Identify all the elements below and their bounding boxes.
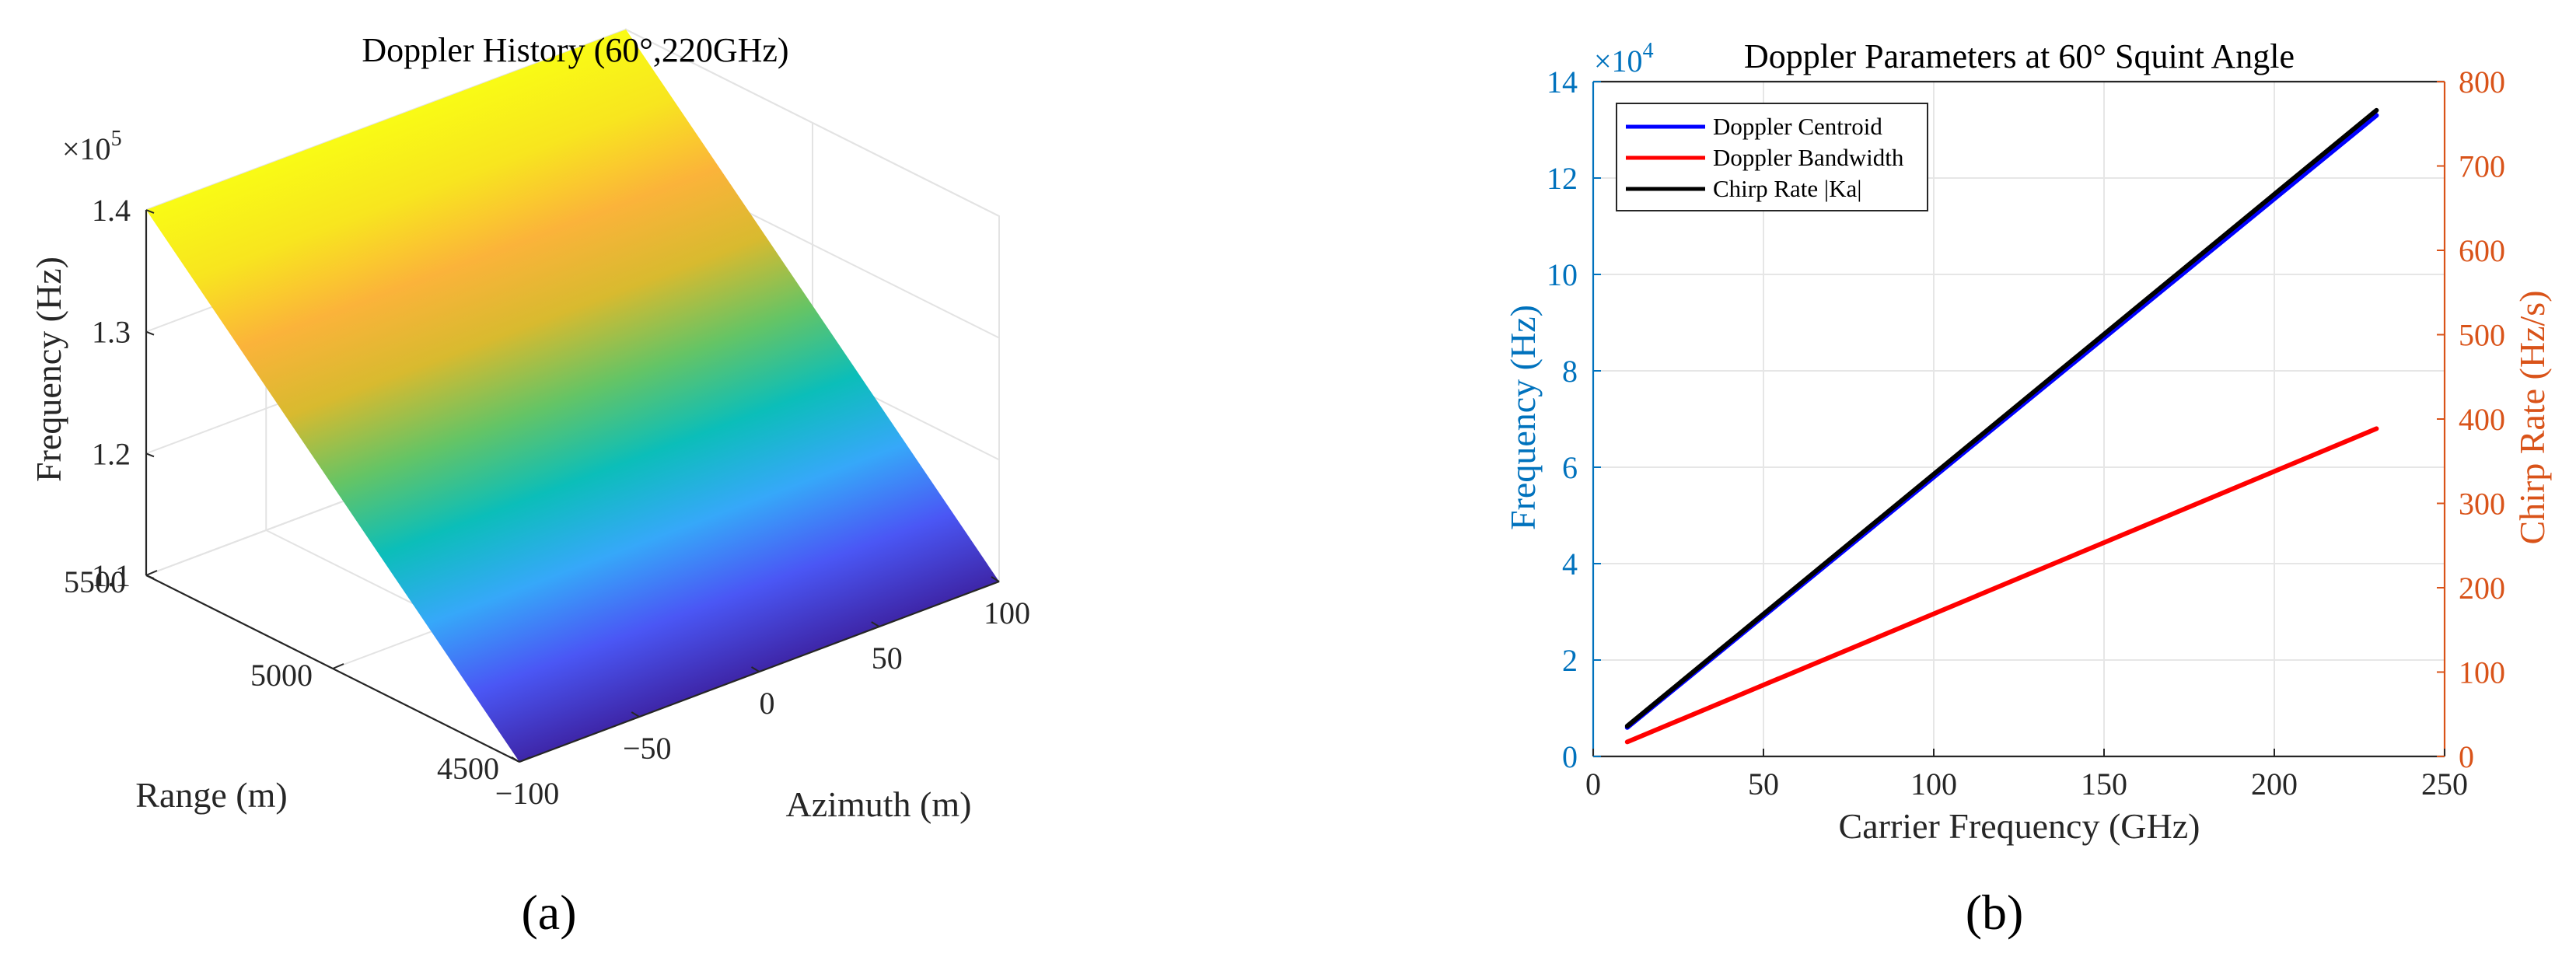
left-tick-label-3: 6 bbox=[1562, 450, 1578, 485]
panel-a-z-exponent-power: 5 bbox=[111, 127, 122, 151]
panel-b-left-exponent-power: 4 bbox=[1643, 39, 1654, 63]
legend-label-1: Doppler Bandwidth bbox=[1713, 144, 1904, 171]
panel-a-3d-surface-chart: 1.1 1.2 1.3 1.4 4500 5000 5500 −100 −50 0 50 100 Do… bbox=[29, 28, 1030, 940]
z-tick-label-3: 1.4 bbox=[92, 193, 131, 228]
left-tick-label-1: 2 bbox=[1562, 643, 1578, 678]
panel-b-title: Doppler Parameters at 60° Squint Angle bbox=[1744, 37, 2295, 75]
panel-a-z-exponent: ×105 bbox=[62, 127, 122, 166]
azimuth-tick-mark-1 bbox=[631, 711, 640, 718]
legend-label-0: Doppler Centroid bbox=[1713, 113, 1882, 140]
panel-b-x-axis-label: Carrier Frequency (GHz) bbox=[1839, 806, 2200, 846]
azimuth-tick-mark-0 bbox=[511, 756, 520, 763]
left-tick-label-5: 10 bbox=[1547, 257, 1578, 292]
panel-b-line-chart: 0 50 100 150 200 2500246810121401002003004005… bbox=[1503, 37, 2552, 940]
x-tick-label-4: 200 bbox=[2251, 767, 2298, 802]
panel-a-z-axis-label: Frequency (Hz) bbox=[29, 257, 68, 482]
left-tick-label-4: 8 bbox=[1562, 354, 1578, 389]
panel-b-legend: Doppler Centroid Doppler Bandwidth Chirp R… bbox=[1616, 103, 1928, 211]
z-tick-mark-0 bbox=[145, 575, 155, 579]
right-tick-label-5: 500 bbox=[2459, 318, 2505, 353]
doppler-history-surface bbox=[146, 30, 999, 762]
azimuth-tick-label-3: 50 bbox=[872, 641, 903, 676]
x-tick-label-3: 150 bbox=[2081, 767, 2127, 802]
panel-a-label: (a) bbox=[521, 885, 576, 940]
panel-a-title: Doppler History (60°,220GHz) bbox=[362, 31, 788, 69]
panel-b-left-exponent: ×104 bbox=[1594, 39, 1654, 79]
panel-b-left-axis-label: Frequency (Hz) bbox=[1503, 305, 1543, 530]
x-tick-label-0: 0 bbox=[1585, 767, 1601, 802]
z-tick-label-1: 1.2 bbox=[92, 436, 131, 471]
range-tick-mark-1 bbox=[332, 663, 344, 669]
panel-a-range-axis-label: Range (m) bbox=[135, 775, 287, 815]
z-tick-mark-3 bbox=[145, 209, 155, 214]
z-tick-mark-1 bbox=[145, 452, 155, 458]
left-tick-label-2: 4 bbox=[1562, 547, 1578, 582]
azimuth-tick-mark-4 bbox=[991, 576, 1000, 582]
panel-b-series-lines bbox=[1624, 107, 2379, 745]
range-tick-label-1: 5000 bbox=[250, 658, 313, 693]
right-tick-label-2: 200 bbox=[2459, 571, 2505, 606]
right-tick-label-3: 300 bbox=[2459, 487, 2505, 522]
range-tick-label-0: 4500 bbox=[437, 751, 499, 786]
right-tick-label-1: 100 bbox=[2459, 655, 2505, 690]
panel-a-azimuth-axis-label: Azimuth (m) bbox=[786, 784, 972, 824]
right-tick-label-8: 800 bbox=[2459, 65, 2505, 100]
azimuth-tick-label-4: 100 bbox=[984, 596, 1030, 630]
panel-b-right-axis-label: Chirp Rate (Hz/s) bbox=[2512, 290, 2552, 544]
right-tick-label-6: 600 bbox=[2459, 233, 2505, 268]
left-tick-label-6: 12 bbox=[1547, 161, 1578, 196]
z-tick-label-2: 1.3 bbox=[92, 315, 131, 350]
panel-b-left-exponent-base: ×10 bbox=[1594, 44, 1643, 79]
x-tick-label-1: 50 bbox=[1748, 767, 1779, 802]
series-line-chirp-rate-ka bbox=[1624, 107, 2379, 728]
azimuth-tick-label-0: −100 bbox=[495, 776, 560, 811]
range-tick-mark-2 bbox=[145, 570, 158, 576]
right-tick-label-7: 700 bbox=[2459, 149, 2505, 184]
right-tick-label-4: 400 bbox=[2459, 402, 2505, 437]
series-line-doppler-bandwidth bbox=[1624, 426, 2379, 745]
panel-a-z-exponent-base: ×10 bbox=[62, 131, 111, 166]
z-tick-mark-2 bbox=[145, 330, 155, 336]
x-tick-label-2: 100 bbox=[1910, 767, 1957, 802]
x-tick-label-5: 250 bbox=[2421, 767, 2468, 802]
legend-label-2: Chirp Rate |Ka| bbox=[1713, 175, 1861, 202]
azimuth-tick-mark-3 bbox=[871, 621, 880, 627]
panel-b-ticks: 0 50 100 150 200 2500246810121401002003004005… bbox=[1547, 65, 2505, 802]
legend-box bbox=[1616, 103, 1928, 211]
left-tick-label-7: 14 bbox=[1547, 65, 1578, 100]
panel-a-ticks: 1.1 1.2 1.3 1.4 4500 5000 5500 −100 −50 0 50 100 bbox=[64, 193, 1030, 811]
azimuth-tick-label-2: 0 bbox=[760, 686, 775, 721]
left-tick-label-0: 0 bbox=[1562, 739, 1578, 774]
panel-b-label: (b) bbox=[1966, 885, 2024, 940]
z-tick-label-0: 1.1 bbox=[92, 558, 131, 593]
right-tick-label-0: 0 bbox=[2459, 739, 2474, 774]
azimuth-tick-mark-2 bbox=[750, 666, 760, 672]
range-tick-label-2: 5500 bbox=[64, 564, 126, 599]
azimuth-tick-label-1: −50 bbox=[623, 731, 672, 766]
range-tick-mark-0 bbox=[519, 756, 531, 763]
